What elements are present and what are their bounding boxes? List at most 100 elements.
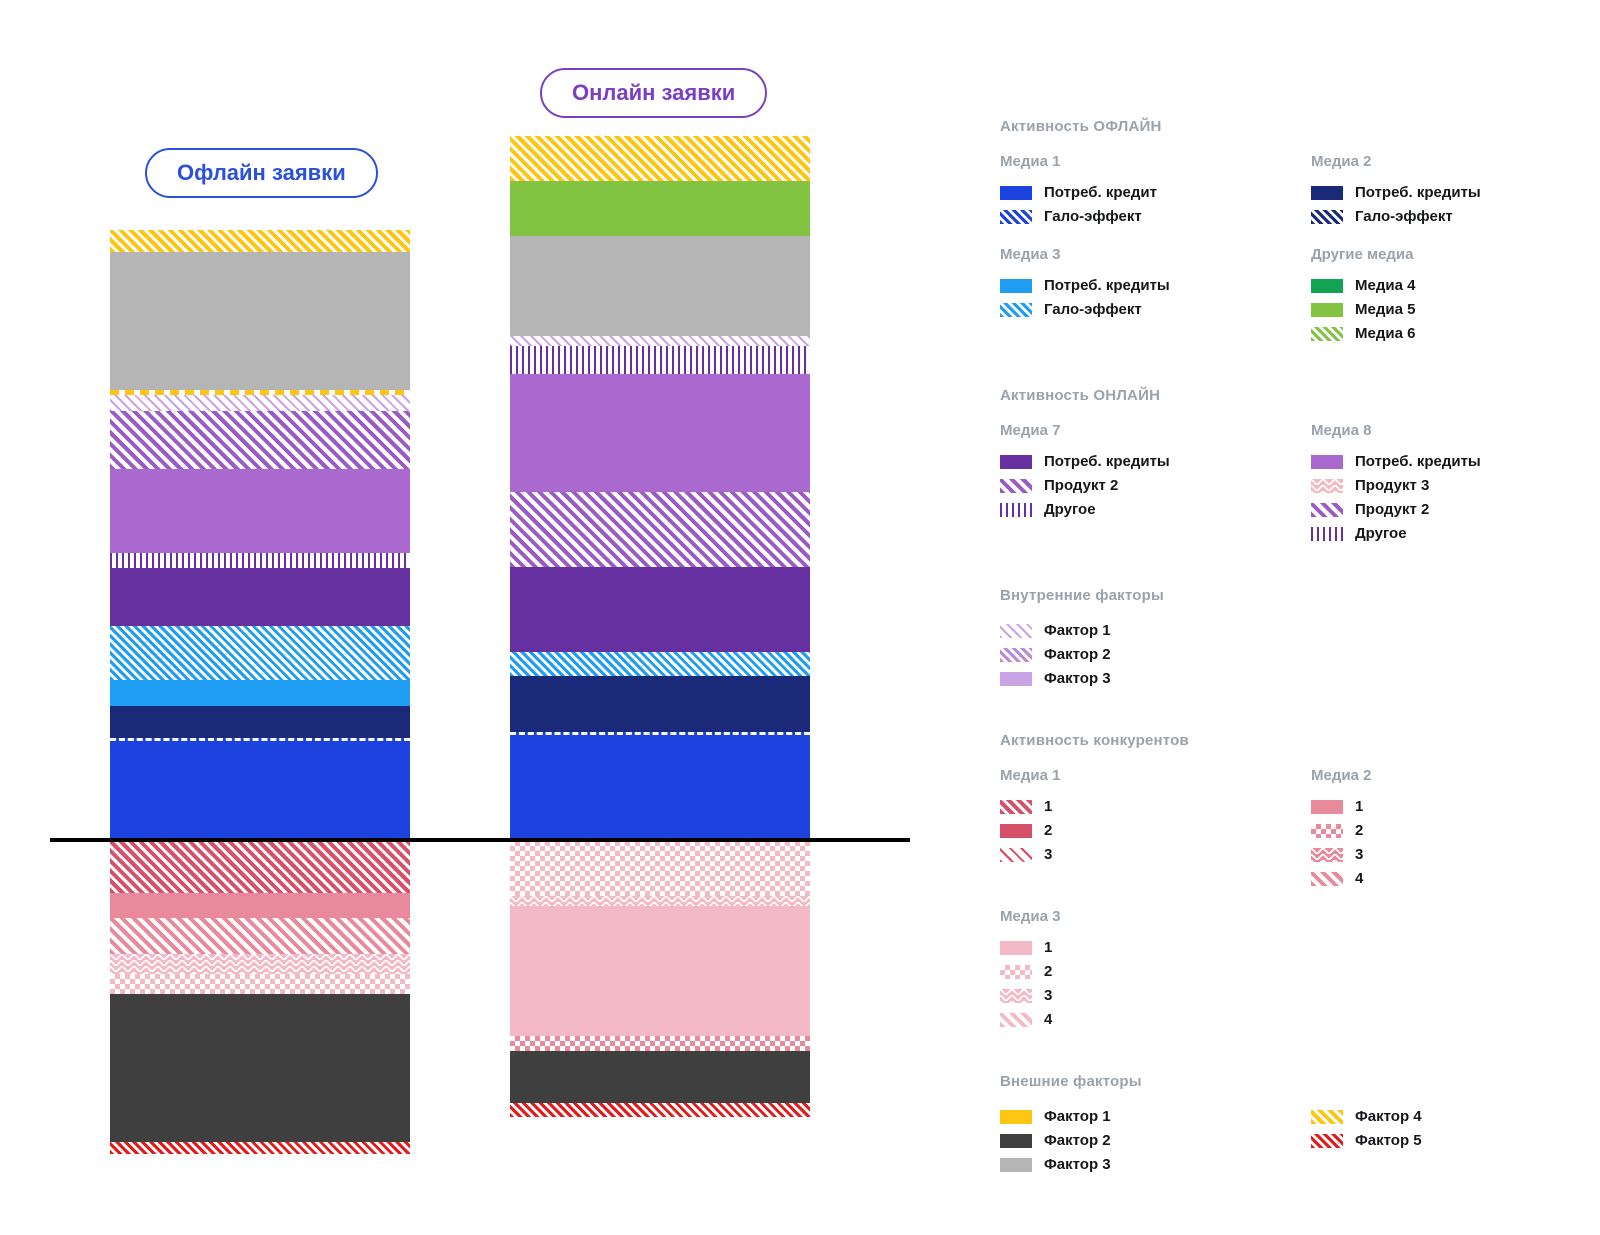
legend-item: 4 <box>1311 870 1575 887</box>
offline-bar-title: Офлайн заявки <box>145 148 378 198</box>
legend-group-title: Медиа 7 <box>1000 422 1061 439</box>
legend-group: Медиа 3 Потреб. кредиты Гало-эффект <box>1000 246 1305 349</box>
legend-item: 1 <box>1311 798 1575 815</box>
legend-item: 1 <box>1000 939 1305 956</box>
red-swatch-icon <box>1000 823 1032 838</box>
bar-segment <box>510 181 810 236</box>
bar-segment <box>110 411 410 469</box>
yellow-swatch-icon <box>1000 1109 1032 1124</box>
legend-group-title: Медиа 8 <box>1311 422 1372 439</box>
ltpurple-swatch-icon <box>1000 671 1032 686</box>
legend-group: Фактор 1 Фактор 2 Фактор 3 <box>1000 622 1305 694</box>
legend-group: Медиа 1 Потреб. кредит Гало-эффект <box>1000 153 1305 232</box>
legend-item-label: Фактор 3 <box>1044 1156 1111 1173</box>
legend-item-label: Гало-эффект <box>1044 208 1142 225</box>
legend-section-header: Активность ОФЛАЙН <box>1000 118 1162 135</box>
bar-segment <box>110 469 410 553</box>
legend-section: Активность конкурентов Медиа 1 1 2 3 Медиа 2 1… <box>1000 732 1575 1049</box>
legend-item: Фактор 2 <box>1000 646 1305 663</box>
bar-segment <box>510 136 810 181</box>
legend-item: Фактор 1 <box>1000 1108 1305 1125</box>
legend-item: Потреб. кредиты <box>1000 277 1305 294</box>
legend: Активность ОФЛАЙН Медиа 1 Потреб. кредит Га… <box>1000 118 1575 1218</box>
bar-segment <box>110 841 410 893</box>
offline-bar-positive-stack <box>110 230 410 841</box>
green-swatch-icon <box>1311 278 1343 293</box>
ltpink-wavy-swatch-icon <box>1000 988 1032 1003</box>
legend-item: Продукт 3 <box>1311 477 1575 494</box>
legend-item: 4 <box>1000 1011 1305 1028</box>
bar-segment <box>510 676 810 732</box>
bar-segment <box>510 374 810 492</box>
gray-swatch-icon <box>1000 1157 1032 1172</box>
purple-vert-swatch-icon <box>1000 502 1032 517</box>
online-bar-title: Онлайн заявки <box>540 68 768 118</box>
bar-segment <box>110 744 410 841</box>
dkgray-swatch-icon <box>1000 1133 1032 1148</box>
legend-group-title: Медиа 2 <box>1311 767 1372 784</box>
legend-section-header: Внешние факторы <box>1000 1073 1142 1090</box>
bar-segment <box>510 841 810 896</box>
bar-segment <box>510 652 810 676</box>
legend-item: Медиа 6 <box>1311 325 1575 342</box>
legend-group: Медиа 8 Потреб. кредиты Продукт 3 Продукт 2… <box>1311 422 1575 549</box>
bar-segment <box>110 918 410 954</box>
legend-item-label: Медиа 4 <box>1355 277 1416 294</box>
legend-item-label: Потреб. кредиты <box>1355 184 1481 201</box>
legend-item-label: Медиа 5 <box>1355 301 1416 318</box>
red-diag-swatch-icon <box>1000 847 1032 862</box>
legend-item-label: 2 <box>1044 963 1053 980</box>
bar-segment <box>110 680 410 706</box>
legend-section: Внутренние факторы Фактор 1 Фактор 2 Фактор… <box>1000 587 1575 708</box>
legend-group-title: Медиа 1 <box>1000 767 1061 784</box>
yellow-hatch-swatch-icon <box>1311 1109 1343 1124</box>
legend-item: Потреб. кредит <box>1000 184 1305 201</box>
legend-item-label: Фактор 2 <box>1044 646 1111 663</box>
ltpurple-hatch-swatch-icon <box>1000 623 1032 638</box>
legend-group-title: Медиа 2 <box>1311 153 1372 170</box>
legend-item-label: Гало-эффект <box>1044 301 1142 318</box>
ltblue-swatch-icon <box>1000 278 1032 293</box>
bar-segment <box>110 553 410 568</box>
legend-item: 3 <box>1311 846 1575 863</box>
bar-segment <box>510 567 810 652</box>
ltblue-hatch-swatch-icon <box>1000 302 1032 317</box>
legend-item: Другое <box>1311 525 1575 542</box>
bar-segment <box>510 738 810 841</box>
bar-segment <box>110 706 410 738</box>
legend-item-label: Другое <box>1044 501 1096 518</box>
offline-bar-negative-stack <box>110 841 410 1154</box>
bar-segment <box>110 395 410 411</box>
legend-item: Фактор 4 <box>1311 1108 1575 1125</box>
dkpurple-swatch-icon <box>1000 454 1032 469</box>
legend-item: Продукт 2 <box>1000 477 1305 494</box>
legend-item: 2 <box>1000 963 1305 980</box>
ltpurple-hatch2-swatch-icon <box>1000 647 1032 662</box>
legend-item: 2 <box>1311 822 1575 839</box>
online-bar-negative-stack <box>510 841 810 1117</box>
ltgreen-swatch-icon <box>1311 302 1343 317</box>
legend-group: Фактор 1 Фактор 2 Фактор 3 <box>1000 1108 1305 1180</box>
zero-baseline <box>50 838 910 842</box>
bar-segment <box>510 896 810 906</box>
legend-item-label: Медиа 6 <box>1355 325 1416 342</box>
red-hatch-swatch-icon <box>1000 799 1032 814</box>
bar-segment <box>110 738 410 744</box>
legend-item-label: 1 <box>1355 798 1364 815</box>
ltpink-check-swatch-icon <box>1000 964 1032 979</box>
navy-hatch-swatch-icon <box>1311 209 1343 224</box>
legend-item: Гало-эффект <box>1311 208 1575 225</box>
ltpink-hatch-swatch-icon <box>1000 1012 1032 1027</box>
bar-segment <box>110 568 410 626</box>
legend-item-label: 2 <box>1355 822 1364 839</box>
bar-segment <box>110 1142 410 1154</box>
mpurple-hatch-swatch-icon <box>1000 478 1032 493</box>
legend-group: Медиа 7 Потреб. кредиты Продукт 2 Другое <box>1000 422 1305 549</box>
ltgreen-hatch-swatch-icon <box>1311 326 1343 341</box>
mpurple-swatch-icon <box>1311 454 1343 469</box>
bar-segment <box>510 906 810 1036</box>
legend-item-label: 1 <box>1044 798 1053 815</box>
legend-item: Гало-эффект <box>1000 208 1305 225</box>
pink-wavy-swatch-icon <box>1311 847 1343 862</box>
bar-segment <box>510 336 810 346</box>
